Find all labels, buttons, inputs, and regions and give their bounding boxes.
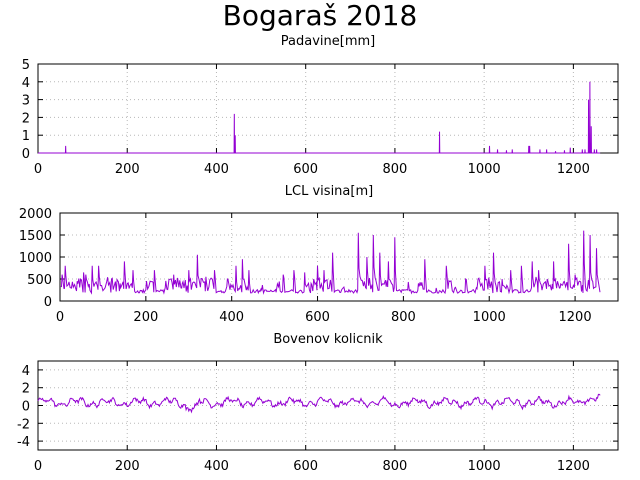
chart-title: Bogaraš 2018 — [223, 0, 418, 32]
x-tick-label: 1200 — [557, 162, 590, 177]
x-tick-label: 1000 — [468, 162, 501, 177]
y-tick-label: 5 — [22, 58, 30, 73]
chart-panel-3: Bovenov kolicnik 0 200 400 600 800 1000 1200 -4 -… — [17, 332, 619, 474]
y-tick-label: 4 — [22, 364, 30, 379]
y-tick-label: 0 — [22, 400, 30, 415]
panel-subtitle: Padavine[mm] — [281, 34, 375, 49]
y-tick-label: 0 — [44, 295, 52, 310]
y-tick-label: 2000 — [19, 207, 52, 222]
x-tick-label: 800 — [391, 310, 416, 325]
y-tick-label: 2 — [22, 111, 30, 126]
y-tick-label: -4 — [17, 435, 30, 450]
x-tick-label: 200 — [115, 459, 140, 474]
x-tick-label: 1000 — [473, 310, 506, 325]
x-tick-label: 400 — [219, 310, 244, 325]
data-series-line — [38, 81, 601, 154]
x-tick-label: 0 — [56, 310, 64, 325]
data-series-line — [37, 393, 601, 414]
x-tick-label: 600 — [293, 162, 318, 177]
y-tick-label: 1000 — [19, 251, 52, 266]
y-tick-label: 0 — [22, 147, 30, 162]
y-tick-label: -2 — [17, 417, 30, 432]
x-tick-label: 400 — [204, 162, 229, 177]
y-tick-label: 1500 — [19, 229, 52, 244]
panel-subtitle: LCL visina[m] — [285, 184, 373, 199]
x-tick-label: 600 — [305, 310, 330, 325]
plot-frame — [37, 63, 619, 154]
x-tick-label: 800 — [383, 459, 408, 474]
y-tick-label: 4 — [22, 76, 30, 91]
x-tick-label: 0 — [34, 459, 42, 474]
chart-panels: Padavine[mm]0 200 400 600 800 1000 1200012345L… — [17, 34, 619, 474]
x-tick-label: 200 — [115, 162, 140, 177]
panel-subtitle: Bovenov kolicnik — [273, 332, 383, 347]
y-tick-label: 1 — [22, 129, 30, 144]
y-tick-label: 500 — [27, 273, 52, 288]
y-tick-label: 2 — [22, 382, 30, 397]
chart-panel-1: Padavine[mm] 0 200 400 600 800 1000 1200 0 1 2 3 4 5 — [22, 34, 619, 177]
x-tick-label: 800 — [383, 162, 408, 177]
x-tick-label: 200 — [133, 310, 158, 325]
x-tick-label: 1200 — [557, 459, 590, 474]
x-tick-label: 1200 — [559, 310, 592, 325]
x-tick-label: 1000 — [468, 459, 501, 474]
y-tick-label: 3 — [22, 94, 30, 109]
plot-frame — [59, 212, 619, 302]
x-tick-label: 0 — [34, 162, 42, 177]
chart-panel-2: LCL visina[m] 0 200 400 600 800 1000 1200 0 500 10… — [19, 184, 619, 325]
x-tick-label: 400 — [204, 459, 229, 474]
data-series-line — [60, 230, 601, 295]
x-tick-label: 600 — [293, 459, 318, 474]
